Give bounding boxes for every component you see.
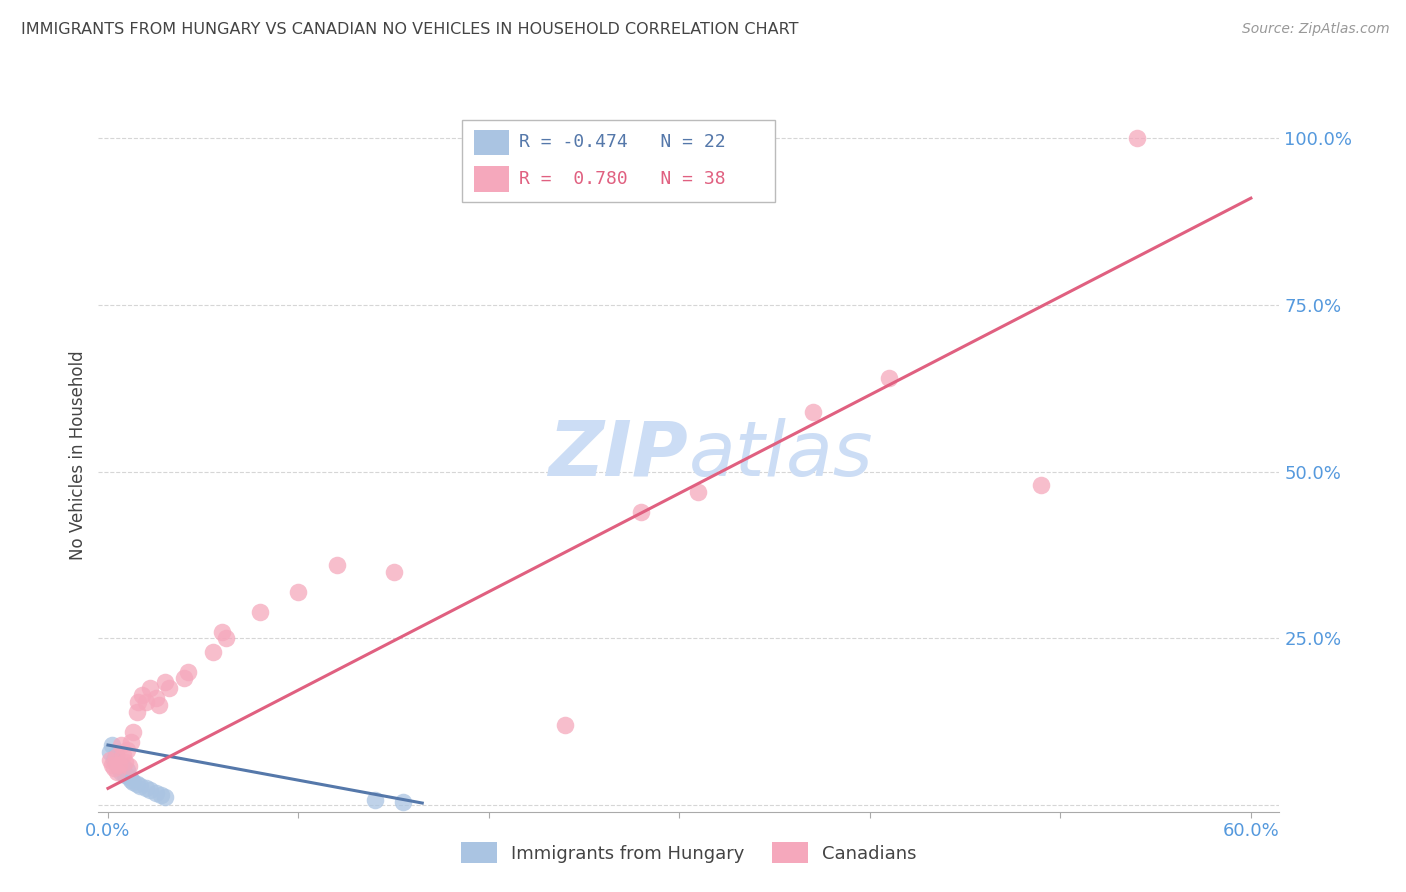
Point [112,747,135,762]
Point [120,772,142,787]
Point [98,745,121,759]
Point [125,777,148,791]
Point [110,738,132,752]
Point [877,371,900,385]
Point [135,781,157,796]
Point [1125,131,1147,145]
Text: R =  0.780   N = 38: R = 0.780 N = 38 [519,169,725,187]
Point [215,632,238,646]
Point [688,484,710,499]
Point [139,681,162,696]
Point [363,793,385,807]
Text: ZIP: ZIP [550,418,689,491]
Point [114,768,136,782]
Point [108,758,131,772]
Point [127,695,149,709]
Point [118,759,141,773]
Point [173,671,195,685]
Point [201,645,224,659]
Point [1031,478,1053,492]
Point [104,747,127,762]
Point [131,688,153,702]
Point [110,764,132,779]
Point [148,698,170,712]
Point [145,691,167,706]
Point [801,404,824,418]
Point [382,565,405,579]
Legend: Immigrants from Hungary, Canadians: Immigrants from Hungary, Canadians [454,835,924,871]
Y-axis label: No Vehicles in Household: No Vehicles in Household [69,350,87,560]
Text: atlas: atlas [689,418,873,491]
Point [145,786,167,800]
Point [135,695,157,709]
Point [120,734,142,748]
Point [630,505,652,519]
Point [287,584,309,599]
Point [100,758,122,772]
Point [121,724,143,739]
Point [115,743,138,757]
Point [104,750,127,764]
Point [115,764,138,778]
Point [107,756,129,771]
Point [392,795,415,809]
Point [114,755,136,769]
Point [112,759,135,773]
Text: Source: ZipAtlas.com: Source: ZipAtlas.com [1241,22,1389,37]
Point [129,780,152,794]
Point [325,558,347,572]
Text: R = -0.474   N = 22: R = -0.474 N = 22 [519,134,725,152]
Point [121,774,143,789]
Point [100,738,122,752]
Point [153,790,176,805]
Point [211,624,233,639]
Point [125,705,148,719]
FancyBboxPatch shape [474,129,509,155]
Point [554,718,576,732]
Point [153,674,176,689]
Point [157,681,180,696]
Point [108,761,131,775]
Point [98,753,121,767]
Point [139,783,162,797]
Point [150,788,173,802]
Point [118,770,141,784]
FancyBboxPatch shape [474,166,509,192]
Point [107,764,129,779]
Point [177,665,200,679]
Point [249,605,271,619]
Text: IMMIGRANTS FROM HUNGARY VS CANADIAN NO VEHICLES IN HOUSEHOLD CORRELATION CHART: IMMIGRANTS FROM HUNGARY VS CANADIAN NO V… [21,22,799,37]
Point [103,761,125,775]
FancyBboxPatch shape [463,120,775,202]
Point [103,753,125,767]
